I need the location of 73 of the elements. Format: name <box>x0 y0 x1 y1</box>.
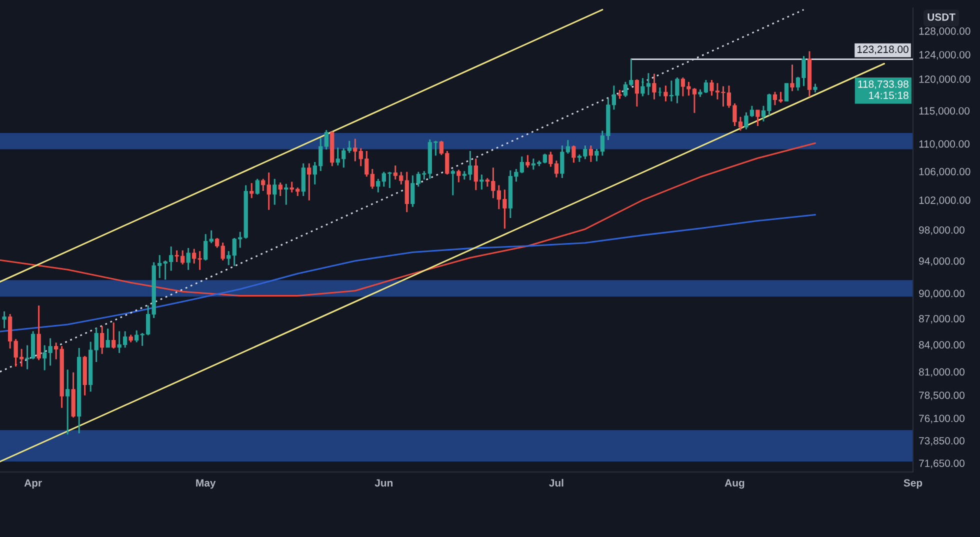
candlestick <box>790 64 794 92</box>
y-tick-label: 94,000.00 <box>919 257 964 266</box>
candlestick <box>330 131 334 166</box>
candlestick <box>272 178 277 205</box>
y-tick-label: 87,000.00 <box>919 315 964 324</box>
candlestick <box>301 163 306 196</box>
y-tick-label: 90,000.00 <box>919 290 964 298</box>
y-tick-label: 106,000.00 <box>919 168 970 176</box>
y-tick-label: 102,000.00 <box>919 196 970 206</box>
candlestick <box>106 328 110 348</box>
candlestick <box>77 348 82 434</box>
x-tick-label: Apr <box>24 479 42 489</box>
candlestick <box>807 51 812 97</box>
candlestick <box>284 184 288 205</box>
x-tick-label: Aug <box>724 479 744 489</box>
candlestick <box>618 90 622 99</box>
candlestick <box>634 79 640 106</box>
candlestick <box>186 248 190 270</box>
candlestick <box>244 185 248 239</box>
candlestick <box>220 242 225 260</box>
candlestick <box>652 74 656 100</box>
y-tick-label: 115,000.00 <box>919 107 970 116</box>
candlestick <box>66 370 70 434</box>
x-tick-label: Jul <box>549 478 564 487</box>
candlestick <box>215 238 220 248</box>
candlestick <box>82 356 87 396</box>
y-tick-label: 124,000.00 <box>919 51 970 60</box>
y-tick-label: 78,500.00 <box>919 392 964 400</box>
candlestick <box>664 86 668 102</box>
candlestick <box>226 251 231 266</box>
y-tick-label: 76,100.00 <box>919 414 964 424</box>
data-label: 123,218.00 <box>858 46 908 54</box>
y-tick-label: 84,000.00 <box>919 341 964 350</box>
candlestick <box>71 372 76 418</box>
candlestick <box>756 110 760 126</box>
candlestick <box>128 334 133 342</box>
candlestick <box>100 326 104 354</box>
candlestick <box>266 172 271 210</box>
candlestick <box>376 178 380 192</box>
candlestick <box>307 163 312 200</box>
y-tick-label: 98,000.00 <box>919 226 964 235</box>
x-tick-label: May <box>196 479 216 489</box>
y-tick-label: 71,650.00 <box>919 460 964 468</box>
candlestick <box>255 178 260 195</box>
candlestick <box>456 170 461 182</box>
candlestick <box>250 183 254 198</box>
candlestick <box>474 158 478 190</box>
candlestick <box>526 155 530 168</box>
y-tick-label: 128,000.00 <box>919 27 970 36</box>
candlestick <box>658 87 662 96</box>
candlestick <box>784 83 789 102</box>
y-tick-label: 120,000.00 <box>919 75 970 84</box>
candlestick <box>480 174 484 190</box>
x-tick-label: Sep <box>904 479 922 489</box>
candlestick <box>36 306 41 360</box>
candlestick <box>324 130 328 150</box>
candlestick <box>2 311 6 328</box>
annotation: 118,733.98 14:15:18 <box>858 80 908 100</box>
candlestick <box>813 84 818 92</box>
candlestick <box>261 178 266 191</box>
candlestick <box>588 146 593 162</box>
candlestick <box>347 140 352 153</box>
y-tick-label: 81,000.00 <box>919 368 964 377</box>
candlestick <box>278 182 282 196</box>
candlestick <box>112 322 116 348</box>
candlestick <box>450 170 455 196</box>
candlestick <box>572 146 576 163</box>
y-tick-label: 73,850.00 <box>919 437 964 446</box>
y-axis-title: USDT <box>928 13 956 21</box>
candlestick <box>370 169 374 189</box>
y-tick-label: 110,000.00 <box>919 140 970 149</box>
candlestick <box>353 138 358 162</box>
x-tick-label: Jun <box>374 479 393 487</box>
